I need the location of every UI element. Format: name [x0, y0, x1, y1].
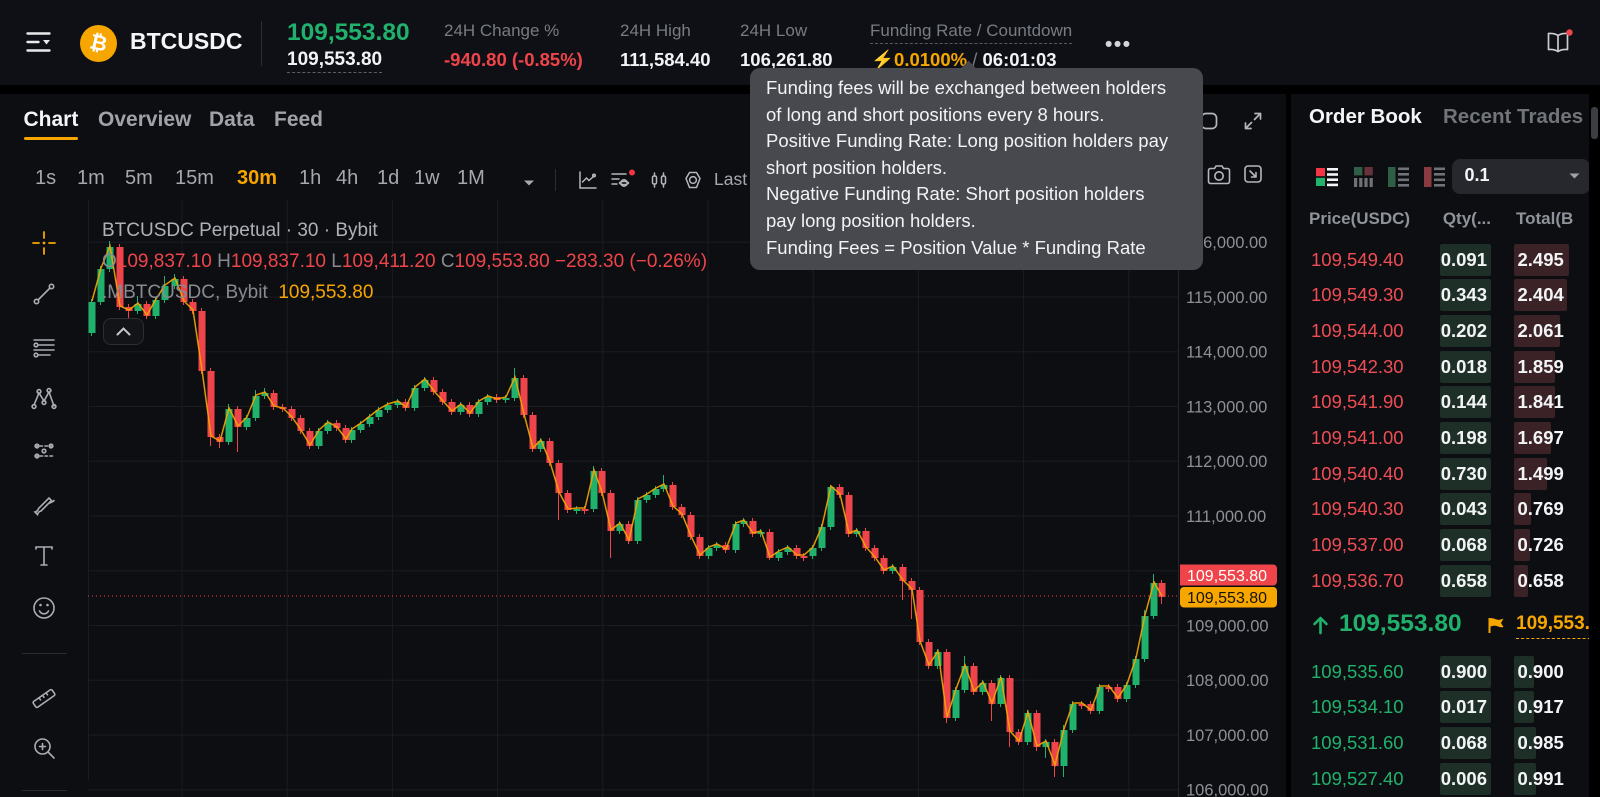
svg-text:111,000.00: 111,000.00: [1186, 508, 1266, 526]
svg-text:116,000.00: 116,000.00: [1186, 234, 1267, 252]
svg-text:106,000.00: 106,000.00: [1186, 782, 1269, 797]
svg-text:115,000.00: 115,000.00: [1186, 289, 1267, 307]
svg-text:109,553.80: 109,553.80: [1187, 568, 1267, 585]
svg-text:113,000.00: 113,000.00: [1186, 398, 1267, 416]
svg-text:108,000.00: 108,000.00: [1186, 672, 1269, 690]
svg-text:114,000.00: 114,000.00: [1186, 344, 1267, 362]
svg-text:109,000.00: 109,000.00: [1186, 617, 1269, 635]
svg-text:112,000.00: 112,000.00: [1186, 453, 1267, 471]
svg-text:107,000.00: 107,000.00: [1186, 727, 1269, 745]
svg-text:109,553.80: 109,553.80: [1187, 590, 1267, 607]
